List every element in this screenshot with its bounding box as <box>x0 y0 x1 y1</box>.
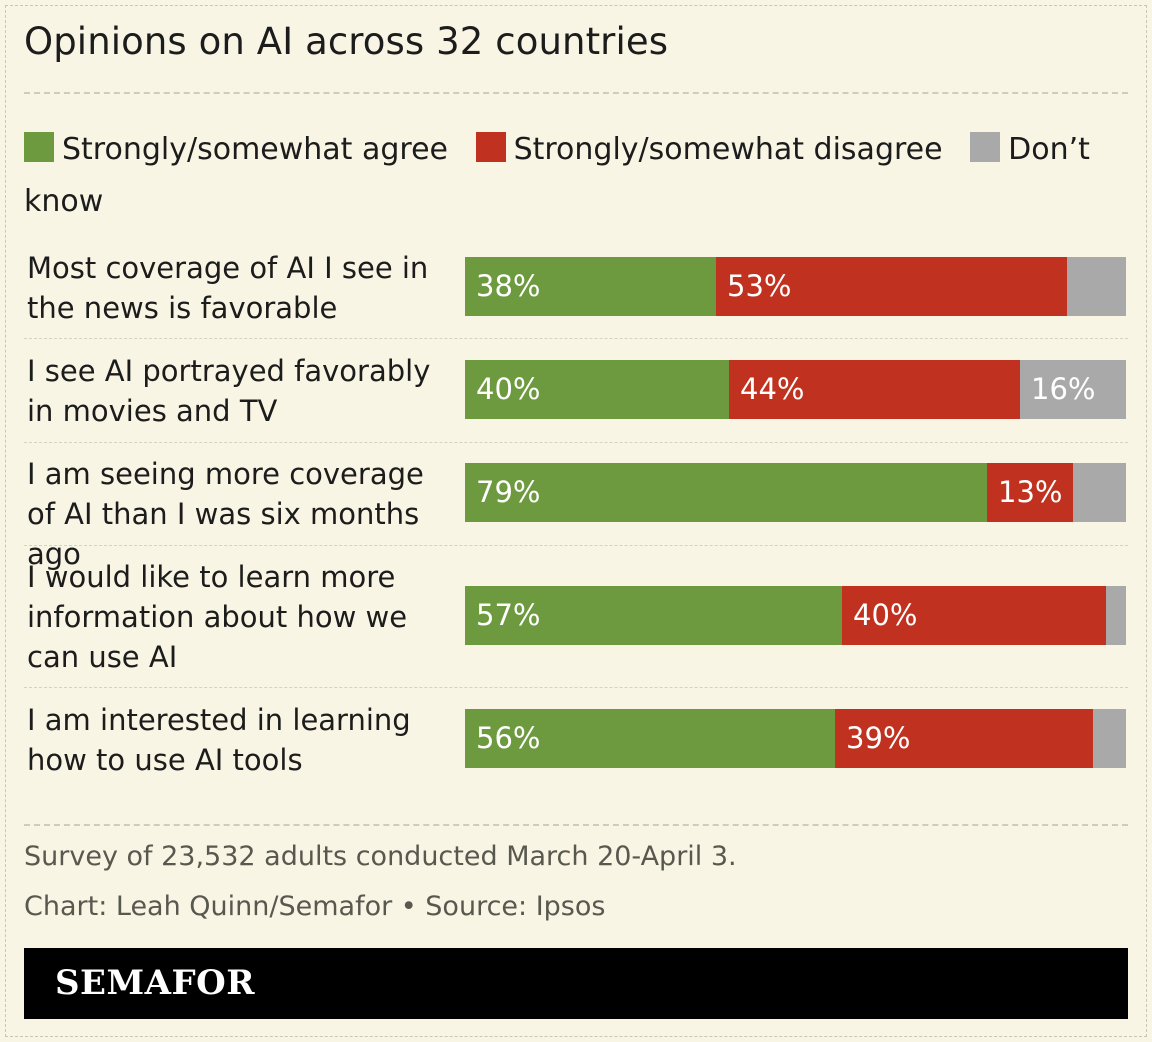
legend: Strongly/somewhat agree Strongly/somewha… <box>24 124 1124 228</box>
legend-label-disagree: Strongly/somewhat disagree <box>513 132 943 167</box>
bar-segment-disagree: 13% <box>987 463 1073 522</box>
data-label: 53% <box>727 269 792 303</box>
data-label: 57% <box>476 598 541 632</box>
legend-item-agree: Strongly/somewhat agree <box>24 132 448 167</box>
data-label: 40% <box>476 372 541 406</box>
row-divider <box>24 338 1128 339</box>
bar-segment-dont-know <box>1067 257 1126 316</box>
bar-segment-agree: 38% <box>465 257 716 316</box>
source-credit: Chart: Leah Quinn/Semafor • Source: Ipso… <box>24 891 606 922</box>
legend-swatch-disagree <box>475 132 506 162</box>
row-label-movies-tv: I see AI portrayed favorably in movies a… <box>27 354 431 428</box>
bar-row: 38% 53% <box>465 257 1126 316</box>
chart-title: Opinions on AI across 32 countries <box>24 20 669 63</box>
bar-segment-agree: 57% <box>465 586 842 645</box>
bar-segment-disagree: 53% <box>716 257 1067 316</box>
data-label: 16% <box>1031 372 1096 406</box>
footer-divider <box>24 824 1128 826</box>
legend-label-dont-know: Don’t know <box>24 132 1090 219</box>
data-label: 79% <box>476 475 541 509</box>
data-label: 39% <box>846 721 911 755</box>
legend-label-agree: Strongly/somewhat agree <box>62 132 449 167</box>
bar-segment-dont-know: 16% <box>1020 360 1126 419</box>
bar-segment-dont-know <box>1093 709 1126 768</box>
bar-segment-dont-know <box>1106 586 1126 645</box>
data-label: 40% <box>853 598 918 632</box>
bar-row: 56% 39% <box>465 709 1126 768</box>
bar-segment-disagree: 40% <box>842 586 1106 645</box>
data-label: 44% <box>740 372 805 406</box>
data-label: 56% <box>476 721 541 755</box>
legend-item-disagree: Strongly/somewhat disagree <box>475 132 943 167</box>
title-divider <box>24 92 1128 94</box>
survey-note: Survey of 23,532 adults conducted March … <box>24 841 737 872</box>
bar-segment-agree: 56% <box>465 709 835 768</box>
bar-row: 57% 40% <box>465 586 1126 645</box>
row-divider <box>24 687 1128 688</box>
legend-swatch-agree <box>24 132 54 162</box>
bar-row: 40% 44% 16% <box>465 360 1126 419</box>
row-divider <box>24 442 1128 443</box>
data-label: 13% <box>998 475 1063 509</box>
chart-frame <box>5 5 1147 1037</box>
row-label-learn-more: I would like to learn more information a… <box>27 560 408 674</box>
legend-item-dont-know: Don’t know <box>24 132 1090 219</box>
legend-swatch-dont-know <box>970 132 1001 162</box>
bar-row: 79% 13% <box>465 463 1126 522</box>
row-label-more-coverage: I am seeing more coverage of AI than I w… <box>27 457 424 571</box>
bar-segment-agree: 79% <box>465 463 987 522</box>
row-label-learn-tools: I am interested in learning how to use A… <box>27 703 411 777</box>
bar-segment-disagree: 39% <box>835 709 1093 768</box>
bar-segment-disagree: 44% <box>729 360 1020 419</box>
row-divider <box>24 545 1128 546</box>
brand-bar: SEMAFOR <box>24 948 1128 1019</box>
bar-segment-agree: 40% <box>465 360 729 419</box>
data-label: 38% <box>476 269 541 303</box>
row-label-news-favorable: Most coverage of AI I see in the news is… <box>27 251 429 325</box>
bar-segment-dont-know <box>1073 463 1126 522</box>
brand-logo: SEMAFOR <box>55 963 255 1003</box>
